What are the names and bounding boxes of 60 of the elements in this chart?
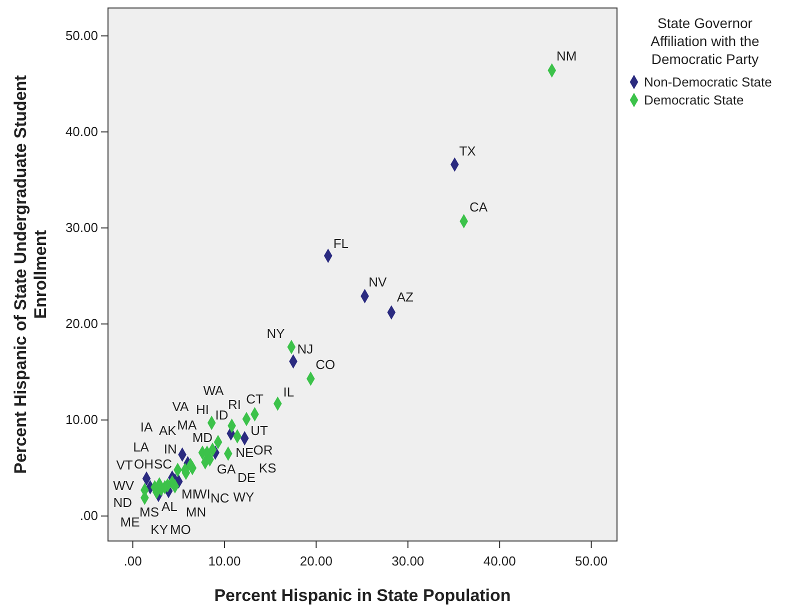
- annotation: AL: [161, 498, 178, 514]
- annotation: WA: [203, 382, 224, 398]
- annotation: CO: [316, 356, 336, 372]
- y-tick-label: 50.00: [65, 28, 98, 44]
- x-axis-title: Percent Hispanic in State Population: [214, 586, 511, 605]
- annotation: MD: [192, 430, 213, 445]
- y-axis-title: Percent Hispanic of State Undergraduate Student Enrollment: [11, 74, 50, 474]
- y-tick-label: .00: [80, 508, 98, 524]
- annotation: MO: [170, 522, 191, 538]
- annotation: IL: [283, 384, 294, 400]
- x-tick-label: 40.00: [483, 553, 516, 568]
- annotation: NV: [368, 274, 387, 290]
- annotation: ND: [113, 495, 132, 510]
- legend-label: Democratic State: [644, 92, 744, 108]
- annotation: WY: [233, 489, 255, 504]
- annotation: IA: [140, 419, 153, 434]
- x-tick-label: 30.00: [392, 553, 424, 568]
- x-tick-label: 20.00: [300, 553, 332, 568]
- x-tick-label: 50.00: [575, 553, 608, 568]
- x-tick-label: .00: [124, 553, 142, 568]
- annotation: ME: [120, 514, 140, 530]
- annotation: RI: [228, 397, 242, 412]
- annotation: VT: [116, 458, 133, 473]
- annotation: FL: [333, 236, 349, 251]
- annotation: DE: [237, 470, 256, 486]
- annotation: CT: [246, 391, 264, 406]
- annotation: IN: [164, 441, 177, 456]
- annotation: MN: [186, 504, 206, 520]
- annotation: OH: [134, 456, 154, 472]
- y-tick-label: 10.00: [65, 412, 98, 428]
- annotation: SC: [154, 456, 172, 472]
- legend-title: State Governor Affiliation with the Democratic Party: [650, 15, 760, 67]
- annotation: WI: [194, 486, 210, 502]
- annotation: NE: [236, 445, 254, 460]
- y-tick-label: 30.00: [65, 220, 98, 236]
- annotation: NJ: [297, 341, 314, 356]
- annotation: MS: [140, 504, 160, 520]
- annotation: MI: [181, 486, 196, 502]
- y-tick-label: 20.00: [65, 316, 98, 332]
- annotation: WV: [113, 478, 134, 493]
- annotation: CA: [469, 199, 488, 214]
- annotation: VA: [172, 399, 189, 414]
- legend-label: Non-Democratic State: [644, 74, 772, 90]
- annotation: GA: [216, 462, 236, 477]
- annotation: TX: [459, 144, 476, 159]
- y-tick-label: 40.00: [65, 124, 98, 140]
- annotation: AK: [158, 423, 177, 438]
- annotation: ID: [215, 408, 228, 423]
- x-tick-label: 10.00: [208, 553, 241, 568]
- annotation: NM: [556, 48, 577, 64]
- annotation: LA: [133, 439, 150, 454]
- annotation: AZ: [396, 290, 414, 305]
- annotation: NY: [266, 326, 286, 342]
- annotation: OR: [253, 442, 273, 458]
- annotation: NC: [210, 490, 230, 506]
- annotation: KY: [150, 522, 168, 538]
- annotation: HI: [196, 402, 209, 417]
- annotation: KS: [258, 460, 277, 476]
- annotation: MA: [177, 417, 197, 432]
- annotation: UT: [250, 423, 268, 438]
